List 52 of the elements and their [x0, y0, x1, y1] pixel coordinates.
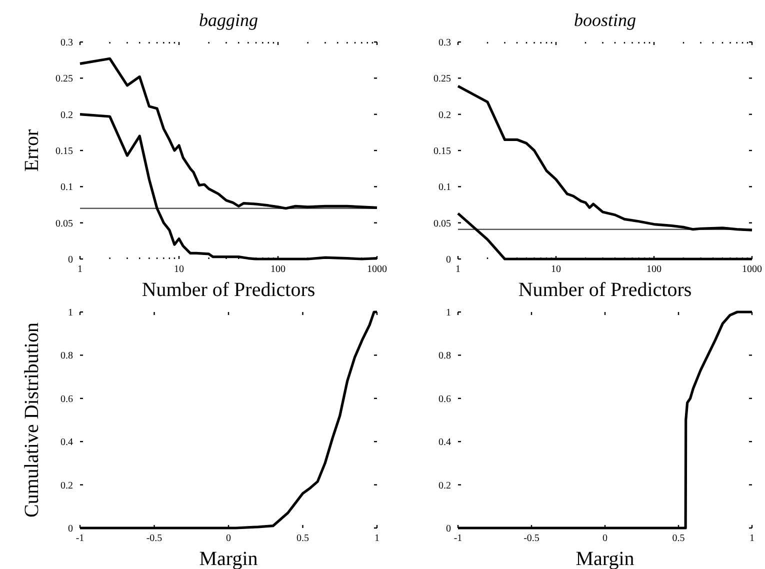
- x-axis-title: Margin: [199, 548, 258, 569]
- y-tick-label: 0.2: [60, 110, 73, 121]
- x-tick-label: -1: [454, 533, 462, 544]
- x-axis-title: Number of Predictors: [142, 279, 316, 301]
- y-tick-label: 0.4: [438, 437, 451, 448]
- x-axis-title: Number of Predictors: [518, 279, 692, 301]
- x-tick-label: 1: [750, 533, 754, 544]
- y-axis-title: Error: [21, 129, 43, 172]
- x-tick-label: 0: [602, 533, 608, 544]
- y-tick-label: 0.05: [56, 218, 73, 230]
- y-axis-title: Cumulative Distribution: [21, 322, 43, 518]
- chart-title: boosting: [574, 10, 636, 30]
- y-tick-label: 0.25: [434, 74, 451, 85]
- y-tick-label: 1: [68, 308, 73, 318]
- x-tick-label: 1000: [742, 264, 762, 275]
- x-tick-label: 1: [456, 264, 460, 275]
- x-tick-label: 100: [270, 264, 286, 275]
- y-tick-label: 0.25: [56, 74, 73, 85]
- x-axis-title: Margin: [576, 548, 634, 569]
- y-tick-label: 0.4: [60, 437, 73, 448]
- y-tick-label: 0: [446, 254, 451, 266]
- y-tick-label: 0.2: [438, 110, 451, 121]
- x-tick-label: 100: [646, 264, 662, 275]
- x-tick-label: 1: [374, 533, 380, 544]
- x-tick-label: 1000: [367, 264, 387, 275]
- chart-title: bagging: [198, 10, 258, 30]
- x-tick-label: 0: [226, 533, 231, 544]
- y-tick-label: 0.3: [438, 38, 451, 48]
- y-tick-label: 0: [68, 524, 73, 534]
- y-tick-label: 0.6: [438, 394, 451, 405]
- y-tick-label: 0.3: [60, 38, 73, 48]
- y-tick-label: 0.1: [60, 182, 73, 194]
- y-tick-label: 0.8: [438, 350, 451, 362]
- x-tick-label: 10: [174, 264, 184, 275]
- x-tick-label: 0.5: [672, 533, 685, 544]
- y-tick-label: 0.05: [434, 218, 451, 230]
- y-tick-label: 1: [446, 308, 451, 318]
- x-tick-label: -0.5: [524, 533, 540, 544]
- y-tick-label: 0: [68, 254, 73, 266]
- x-tick-label: 1: [78, 264, 82, 275]
- x-tick-label: 0.5: [296, 533, 309, 544]
- y-tick-label: 0.15: [434, 146, 451, 157]
- x-tick-label: -1: [76, 533, 84, 544]
- x-tick-label: -0.5: [146, 533, 162, 544]
- y-tick-label: 0: [446, 524, 451, 534]
- x-tick-label: 10: [551, 264, 561, 275]
- y-tick-label: 0.2: [438, 480, 451, 492]
- y-tick-label: 0.1: [438, 182, 451, 194]
- y-tick-label: 0.2: [60, 480, 73, 492]
- y-tick-label: 0.8: [60, 350, 73, 362]
- y-tick-label: 0.15: [56, 146, 73, 157]
- y-tick-label: 0.6: [60, 394, 73, 405]
